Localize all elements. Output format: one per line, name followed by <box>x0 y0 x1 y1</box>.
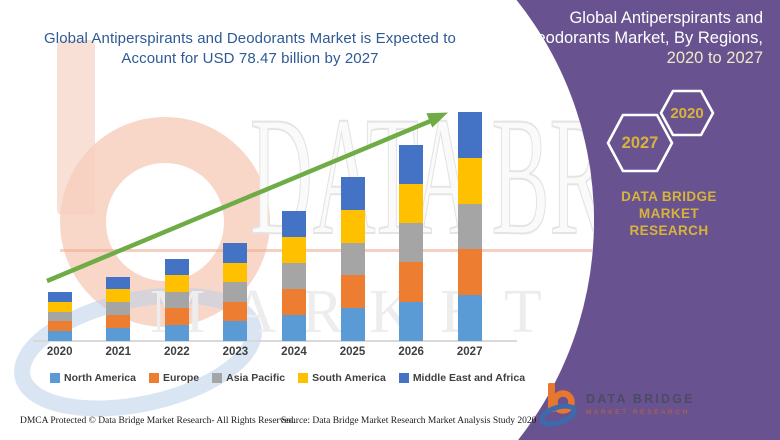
legend-swatch <box>298 373 309 383</box>
year-label-2027: 2027 <box>456 346 483 358</box>
bar-segment-asia-pacific <box>281 262 306 289</box>
bar-segment-middle-east-and-africa <box>223 243 248 263</box>
panel-title-line2: Deodorants Market, By Regions, <box>524 29 763 47</box>
footer-logo-name: DATA BRIDGE <box>586 392 695 406</box>
legend-swatch <box>148 373 159 383</box>
stacked-bar-2020 <box>47 292 72 341</box>
bar-segment-europe <box>47 321 72 332</box>
bar-segment-asia-pacific <box>223 282 248 302</box>
stacked-bar-2023 <box>223 243 248 341</box>
legend-swatch <box>398 373 409 383</box>
bar-segment-europe <box>164 308 189 325</box>
brand-line1: DATA BRIDGE MARKET <box>621 189 717 221</box>
bar-segment-south-america <box>223 262 248 283</box>
panel-title-range: 2020 to 2027 <box>666 49 763 67</box>
bar-segment-europe <box>399 262 424 302</box>
brand-line2: RESEARCH <box>629 223 709 238</box>
data-bridge-logo-icon <box>540 383 577 427</box>
hexagon-2020-label: 2020 <box>670 104 704 122</box>
bar-segment-europe <box>457 249 482 296</box>
bar-segment-middle-east-and-africa <box>164 259 189 276</box>
bar-segment-north-america <box>164 324 189 341</box>
chart-title-line2: Account for USD 78.47 billion by 2027 <box>121 50 379 67</box>
bar-segment-north-america <box>399 301 424 341</box>
stacked-bar-2021 <box>106 276 131 341</box>
stacked-bar-2024 <box>281 210 306 341</box>
bar-segment-asia-pacific <box>399 223 424 263</box>
bar-segment-middle-east-and-africa <box>340 177 365 210</box>
bar-segment-asia-pacific <box>340 242 365 276</box>
hexagon-2027-shape <box>606 113 674 173</box>
chart-title: Global Antiperspirants and Deodorants Ma… <box>10 29 490 69</box>
bar-segment-north-america <box>457 295 482 341</box>
year-label-2024: 2024 <box>281 346 307 358</box>
legend-label: South America <box>312 372 386 384</box>
bar-segment-middle-east-and-africa <box>281 210 306 237</box>
panel-title: Global Antiperspirants and Deodorants Ma… <box>513 8 763 68</box>
bar-segment-europe <box>340 275 365 309</box>
bar-segment-north-america <box>223 321 248 341</box>
bar-segment-asia-pacific <box>106 302 131 316</box>
bar-segment-south-america <box>164 275 189 292</box>
bar-segment-asia-pacific <box>164 291 189 309</box>
footer-source: Source: Data Bridge Market Research Mark… <box>281 416 537 426</box>
year-label-2022: 2022 <box>164 346 190 358</box>
bar-segment-south-america <box>399 183 424 224</box>
legend-item-europe: Europe <box>148 372 200 384</box>
legend-swatch <box>50 373 60 383</box>
year-label-2025: 2025 <box>339 346 366 358</box>
legend-item-south-america: South America <box>298 372 386 384</box>
chart-legend: North America Europe Asia Pacific South Ame… <box>50 372 525 384</box>
stacked-bar-2026 <box>399 144 424 341</box>
stacked-bar-2025 <box>340 177 365 341</box>
stacked-bar-2027 <box>457 112 482 341</box>
bar-segment-middle-east-and-africa <box>399 144 424 184</box>
bar-segment-europe <box>281 288 306 315</box>
footer-logo-subtitle: MARKET RESEARCH <box>586 409 690 416</box>
bar-segment-north-america <box>281 314 306 341</box>
hexagon-2027-label: 2027 <box>621 133 659 152</box>
hexagon-2027: 2027 <box>606 113 674 173</box>
bar-segment-north-america <box>340 308 365 341</box>
bar-segment-south-america <box>281 236 306 263</box>
footer-copyright: DMCA Protected © Data Bridge Market Rese… <box>20 416 296 426</box>
bar-segment-south-america <box>457 157 482 204</box>
bar-segment-middle-east-and-africa <box>47 292 72 302</box>
x-axis-line <box>33 340 517 342</box>
bar-segment-middle-east-and-africa <box>457 112 482 158</box>
stacked-bar-2022 <box>164 259 189 341</box>
legend-item-middle-east-and-africa: Middle East and Africa <box>398 372 526 384</box>
legend-label: Asia Pacific <box>226 372 286 384</box>
year-label-2021: 2021 <box>105 346 132 358</box>
bar-segment-asia-pacific <box>47 311 72 322</box>
legend-swatch <box>212 373 223 383</box>
bar-segment-europe <box>106 315 131 329</box>
bar-segment-asia-pacific <box>457 203 482 250</box>
year-label-2023: 2023 <box>222 346 249 358</box>
legend-label: North America <box>64 372 136 384</box>
bar-segment-south-america <box>106 289 131 303</box>
legend-item-north-america: North America <box>50 372 136 384</box>
brand-wordmark: DATA BRIDGE MARKET RESEARCH <box>596 188 742 239</box>
footer-logo-text: DATA BRIDGE MARKET RESEARCH <box>586 392 695 416</box>
hexagon-2020-shape <box>659 89 715 137</box>
bar-segment-south-america <box>47 301 72 312</box>
bar-segment-middle-east-and-africa <box>106 276 131 290</box>
bar-segment-europe <box>223 301 248 322</box>
bar-segment-north-america <box>106 328 131 341</box>
bar-segment-south-america <box>340 209 365 243</box>
chart-title-line1: Global Antiperspirants and Deodorants Ma… <box>44 30 456 47</box>
legend-label: Europe <box>162 372 200 384</box>
panel-title-line1: Global Antiperspirants and <box>569 9 763 27</box>
hexagon-2020: 2020 <box>659 89 715 137</box>
year-label-2026: 2026 <box>398 346 424 358</box>
year-label-2020: 2020 <box>46 346 73 358</box>
legend-label: Middle East and Africa <box>412 372 526 384</box>
legend-item-asia-pacific: Asia Pacific <box>212 372 285 384</box>
bar-segment-north-america <box>47 331 72 341</box>
footer-logo: DATA BRIDGE MARKET RESEARCH <box>540 381 695 427</box>
